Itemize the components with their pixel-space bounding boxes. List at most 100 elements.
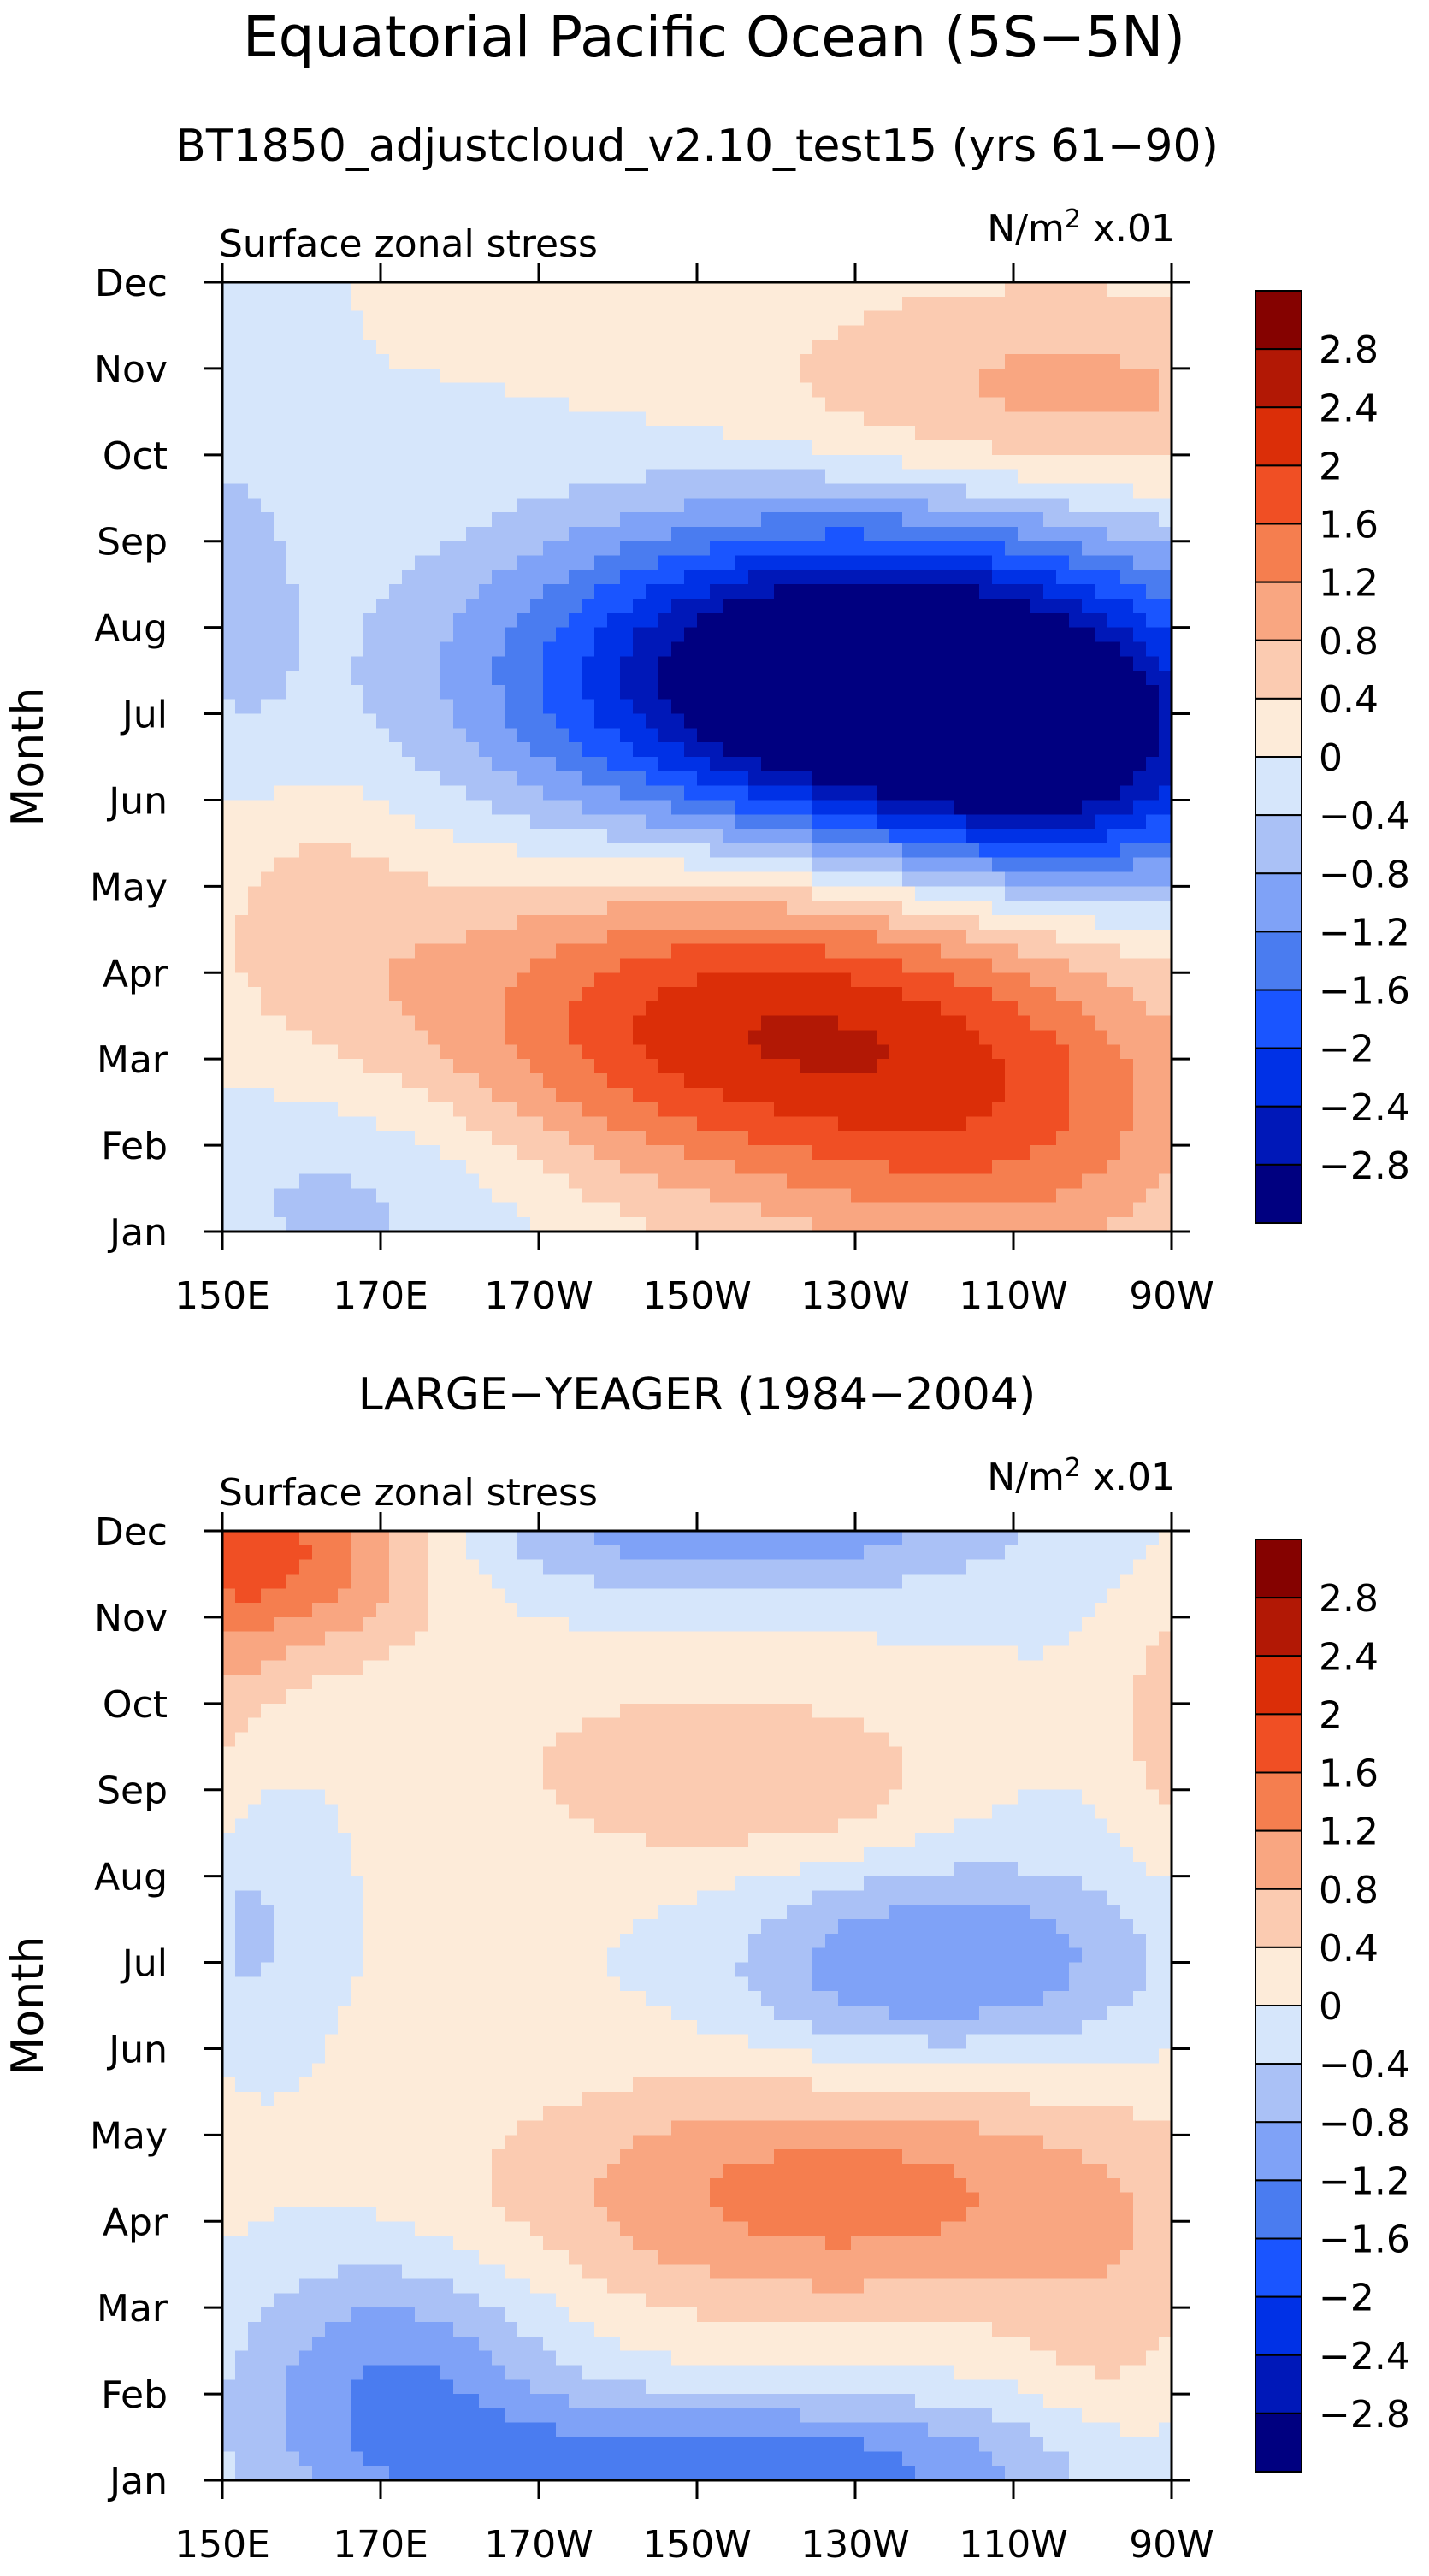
field-cell	[889, 454, 903, 470]
field-cell	[787, 382, 800, 399]
field-cell	[954, 1102, 967, 1118]
field-cell	[325, 1044, 339, 1060]
field-cell	[428, 1044, 441, 1060]
field-cell	[1069, 915, 1083, 931]
field-cell	[825, 972, 839, 988]
field-cell	[556, 512, 570, 528]
field-cell	[594, 1087, 608, 1103]
field-cell	[235, 469, 249, 485]
field-cell	[800, 354, 813, 369]
field-cell	[915, 1087, 929, 1103]
field-cell	[684, 684, 698, 700]
field-cell	[966, 1015, 980, 1031]
field-cell	[274, 612, 287, 629]
field-cell	[594, 469, 608, 485]
field-cell	[864, 1217, 877, 1232]
field-cell	[735, 829, 749, 844]
field-cell	[466, 713, 480, 729]
field-cell	[915, 1030, 929, 1045]
field-cell	[1159, 1116, 1172, 1131]
field-cell	[966, 1202, 980, 1218]
field-cell	[402, 915, 416, 931]
field-cell	[1005, 757, 1019, 772]
field-cell	[607, 584, 621, 600]
field-cell	[748, 886, 762, 901]
field-cell	[248, 857, 262, 873]
field-cell	[774, 1087, 788, 1103]
field-cell	[812, 1059, 826, 1074]
field-cell	[402, 886, 416, 901]
field-cell	[1018, 354, 1031, 369]
field-cell	[1107, 1102, 1121, 1118]
field-cell	[1082, 656, 1095, 671]
field-cell	[222, 785, 236, 801]
field-cell	[851, 1116, 865, 1131]
field-cell	[658, 699, 672, 715]
field-cell	[889, 1116, 903, 1131]
field-cell	[684, 1116, 698, 1131]
field-cell	[415, 483, 428, 499]
field-cell	[389, 1116, 403, 1131]
field-cell	[1146, 785, 1160, 801]
field-cell	[389, 599, 403, 614]
field-cell	[889, 842, 903, 859]
field-cell	[646, 871, 659, 887]
field-cell	[453, 871, 467, 887]
field-cell	[633, 411, 647, 427]
field-cell	[274, 871, 287, 887]
field-cell	[761, 541, 775, 557]
field-cell	[646, 296, 659, 312]
field-cell	[1107, 411, 1121, 427]
field-cell	[697, 1188, 711, 1203]
field-cell	[633, 943, 647, 960]
field-cell	[992, 1044, 1006, 1060]
field-cell	[376, 1044, 390, 1060]
field-cell	[658, 641, 672, 657]
field-cell	[838, 1131, 852, 1146]
field-cell	[363, 599, 377, 614]
field-cell	[466, 1087, 480, 1103]
field-cell	[902, 1159, 916, 1175]
field-cell	[748, 599, 762, 614]
field-cell	[1005, 987, 1019, 1002]
field-cell	[1082, 599, 1095, 614]
field-cell	[902, 656, 916, 671]
field-cell	[607, 886, 621, 901]
field-cell	[646, 1015, 659, 1031]
field-cell	[582, 671, 595, 686]
field-cell	[684, 397, 698, 412]
field-cell	[582, 570, 595, 585]
field-cell	[556, 771, 570, 787]
field-cell	[248, 627, 262, 643]
field-cell	[556, 684, 570, 700]
field-cell	[877, 512, 890, 528]
field-cell	[966, 555, 980, 570]
field-cell	[402, 627, 416, 643]
field-cell	[1133, 411, 1147, 427]
field-cell	[1120, 943, 1134, 960]
field-cell	[684, 354, 698, 369]
field-cell	[569, 1015, 582, 1031]
field-cell	[363, 454, 377, 470]
field-cell	[992, 296, 1006, 312]
field-cell	[351, 886, 364, 901]
field-cell	[363, 972, 377, 988]
field-cell	[697, 1030, 711, 1045]
field-cell	[1005, 1044, 1019, 1060]
field-cell	[479, 426, 493, 441]
field-cell	[941, 1173, 954, 1190]
field-cell	[1159, 929, 1172, 945]
field-cell	[505, 728, 518, 743]
field-cell	[838, 987, 852, 1002]
field-cell	[864, 599, 877, 614]
field-cell	[351, 1173, 364, 1190]
field-cell	[800, 1059, 813, 1074]
field-cell	[338, 1159, 351, 1175]
field-cell	[915, 901, 929, 916]
field-cell	[607, 469, 621, 485]
field-cell	[633, 958, 647, 973]
field-cell	[338, 972, 351, 988]
field-cell	[415, 1087, 428, 1103]
field-cell	[723, 612, 736, 629]
field-cell	[723, 699, 736, 715]
